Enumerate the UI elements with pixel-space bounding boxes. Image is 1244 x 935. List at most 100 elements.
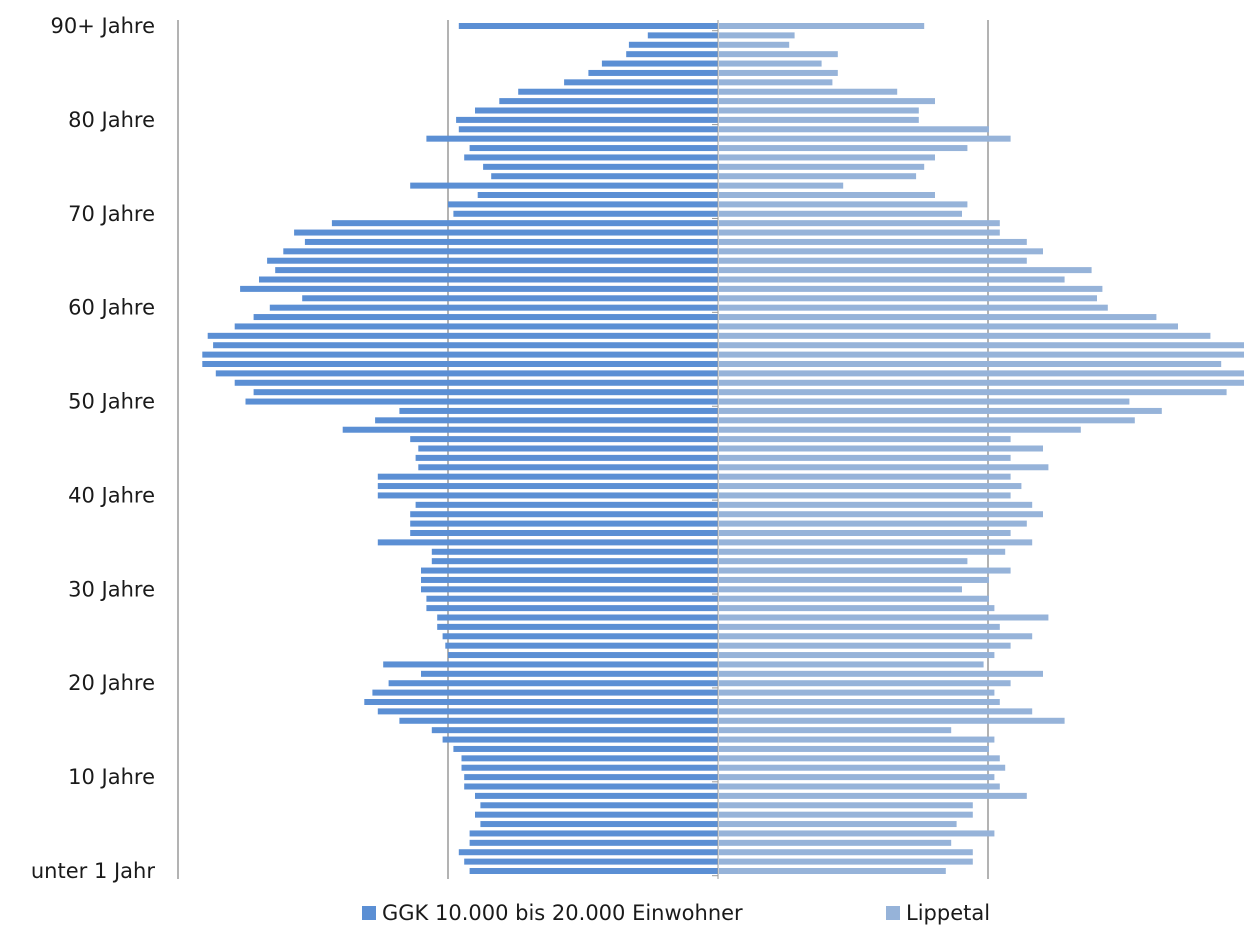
bar-lippetal	[719, 755, 1000, 762]
bar-ggk	[240, 285, 718, 292]
bar-lippetal	[719, 764, 1006, 771]
y-tick-label: 40 Jahre	[68, 483, 155, 507]
bar-lippetal	[719, 783, 1000, 790]
bar-lippetal	[719, 586, 962, 593]
bar-ggk	[588, 69, 718, 76]
legend-swatch-ggk	[362, 906, 376, 920]
bar-lippetal	[719, 454, 1011, 461]
bar-ggk	[253, 314, 718, 321]
bar-ggk	[480, 821, 718, 828]
bar-ggk	[388, 680, 718, 687]
bar-ggk	[448, 652, 718, 659]
y-tick-label: 20 Jahre	[68, 671, 155, 695]
y-tick-label: 60 Jahre	[68, 296, 155, 320]
bar-lippetal	[719, 154, 935, 161]
bar-lippetal	[719, 736, 995, 743]
bar-ggk	[469, 830, 718, 837]
bar-ggk	[377, 492, 718, 499]
bar-ggk	[491, 173, 718, 180]
bar-ggk	[253, 389, 718, 396]
bar-ggk	[469, 145, 718, 152]
bar-lippetal	[719, 285, 1103, 292]
bar-ggk	[410, 511, 718, 518]
bar-lippetal	[719, 32, 795, 39]
bar-ggk	[421, 567, 718, 574]
bar-lippetal	[719, 436, 1011, 443]
bar-ggk	[372, 689, 718, 696]
bar-lippetal	[719, 182, 844, 189]
y-axis-tick-labels: unter 1 Jahr 10 Jahre 20 Jahre 30 Jahre 40 J…	[31, 14, 155, 883]
bar-ggk	[331, 220, 718, 227]
bar-ggk	[275, 267, 718, 274]
bar-lippetal	[719, 642, 1011, 649]
bar-ggk	[464, 154, 718, 161]
bar-ggk	[294, 229, 718, 236]
bar-lippetal	[719, 145, 968, 152]
bar-ggk	[202, 351, 719, 358]
y-tick-label: 50 Jahre	[68, 390, 155, 414]
bar-lippetal	[719, 323, 1178, 330]
bar-ggk	[418, 464, 718, 471]
bar-lippetal	[719, 464, 1049, 471]
bar-ggk	[364, 699, 718, 705]
bar-ggk	[456, 116, 718, 123]
bar-ggk	[461, 764, 718, 771]
bar-lippetal	[719, 689, 995, 696]
bar-lippetal	[719, 623, 1000, 630]
bar-lippetal	[719, 60, 822, 67]
center-axis	[712, 20, 719, 879]
bar-lippetal	[719, 821, 957, 828]
y-tick-label: 90+ Jahre	[51, 14, 155, 38]
bar-lippetal	[719, 473, 1011, 480]
bar-lippetal	[719, 173, 917, 180]
bar-ggk	[628, 41, 718, 48]
bar-lippetal	[719, 661, 984, 668]
bar-ggk	[426, 135, 718, 142]
bar-lippetal	[719, 257, 1027, 264]
bar-lippetal	[719, 314, 1157, 321]
bar-ggk	[626, 51, 718, 58]
bar-ggk	[480, 802, 718, 809]
legend-item-lippetal: Lippetal	[886, 901, 990, 925]
bar-lippetal	[719, 530, 1011, 536]
bar-ggk	[234, 323, 718, 330]
bar-lippetal	[719, 426, 1081, 433]
bar-ggk	[518, 88, 718, 95]
bar-lippetal	[719, 727, 952, 734]
bar-lippetal	[719, 839, 952, 846]
bar-ggk	[202, 361, 719, 367]
bar-lippetal	[719, 107, 919, 114]
bar-ggk	[458, 23, 718, 29]
bar-lippetal	[719, 351, 1244, 358]
bar-lippetal	[719, 858, 973, 865]
bar-lippetal	[719, 445, 1043, 452]
bar-ggk	[469, 868, 718, 874]
series-lippetal-bars	[719, 23, 1244, 874]
bar-ggk	[458, 126, 718, 133]
bar-lippetal	[719, 398, 1130, 405]
bar-lippetal	[719, 539, 1033, 546]
bar-lippetal	[719, 868, 946, 874]
bar-lippetal	[719, 802, 973, 809]
bar-ggk	[442, 736, 718, 743]
bar-ggk	[647, 32, 718, 39]
bar-ggk	[234, 379, 718, 386]
bar-lippetal	[719, 605, 995, 612]
bar-ggk	[461, 755, 718, 762]
bar-lippetal	[719, 792, 1027, 799]
bar-lippetal	[719, 69, 838, 76]
bar-ggk	[464, 783, 718, 790]
bar-ggk	[377, 473, 718, 480]
bar-ggk	[375, 417, 718, 424]
bar-ggk	[437, 623, 718, 630]
bar-ggk	[410, 530, 718, 536]
bar-lippetal	[719, 511, 1043, 518]
legend-item-ggk: GGK 10.000 bis 20.000 Einwohner	[362, 901, 743, 925]
bar-ggk	[477, 192, 718, 198]
bar-ggk	[215, 370, 719, 377]
bar-lippetal	[719, 520, 1027, 527]
y-tick-label: 30 Jahre	[68, 577, 155, 601]
bar-ggk	[426, 595, 718, 602]
series-ggk-bars	[202, 23, 719, 874]
bar-lippetal	[719, 361, 1222, 367]
